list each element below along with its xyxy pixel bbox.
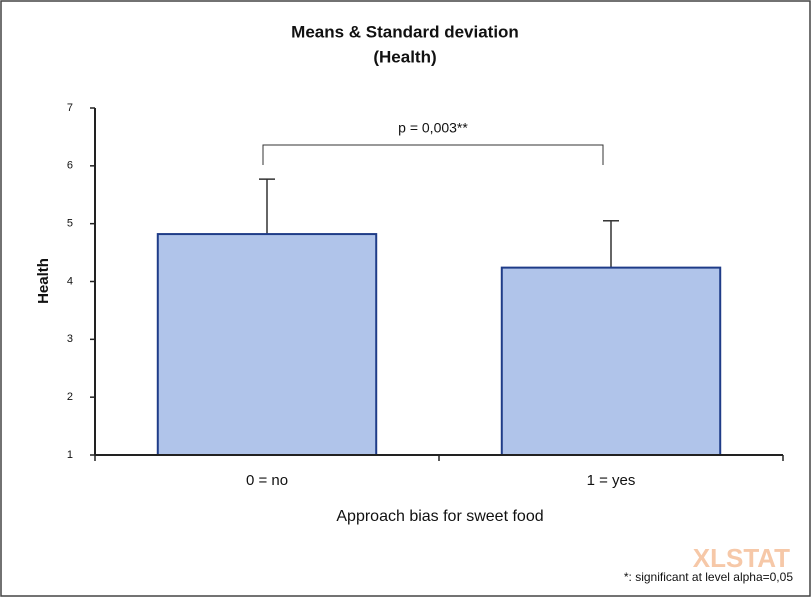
y-tick-label: 1	[67, 449, 73, 461]
y-tick-label: 4	[67, 275, 73, 287]
y-tick-label: 3	[67, 333, 73, 345]
chart-subtitle: (Health)	[373, 47, 436, 66]
y-axis-label: Health	[35, 258, 52, 304]
x-axis-label: Approach bias for sweet food	[336, 508, 543, 525]
y-tick-label: 7	[67, 102, 73, 114]
watermark: XLSTAT	[693, 543, 790, 573]
y-tick-label: 2	[67, 391, 73, 403]
y-tick-label: 5	[67, 218, 73, 230]
bar	[156, 233, 378, 456]
footnote: *: significant at level alpha=0,05	[624, 570, 793, 584]
significance-bracket	[262, 144, 604, 165]
x-tick-label: 0 = no	[246, 472, 288, 489]
bar	[500, 266, 722, 456]
chart-title: Means & Standard deviation	[291, 22, 519, 41]
annotation: p = 0,003**	[398, 120, 468, 136]
y-tick-label: 6	[67, 160, 73, 172]
x-tick-label: 1 = yes	[587, 472, 636, 489]
